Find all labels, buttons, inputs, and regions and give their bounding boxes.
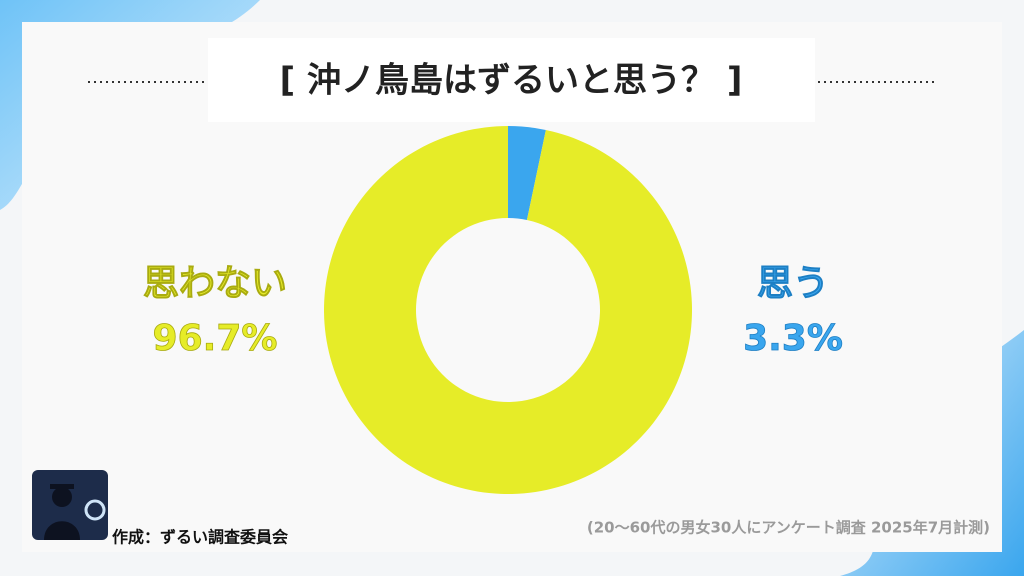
chart-title: [ 沖ノ鳥島はずるいと思う？ ] — [280, 61, 743, 101]
source-note: (20〜60代の男女30人にアンケート調査 2025年7月計測) — [587, 519, 990, 537]
slice-value-label: 96.7% — [153, 318, 278, 359]
slice-value-label: 3.3% — [743, 318, 843, 359]
slice-label: 思う — [757, 263, 829, 304]
donut-slice — [324, 126, 692, 494]
title-box — [208, 38, 815, 122]
slice-label: 思わない — [143, 263, 287, 304]
author-icon — [32, 470, 108, 540]
credit: 作成：ずるい調査委員会 — [112, 528, 288, 547]
donut-slice — [508, 126, 546, 220]
